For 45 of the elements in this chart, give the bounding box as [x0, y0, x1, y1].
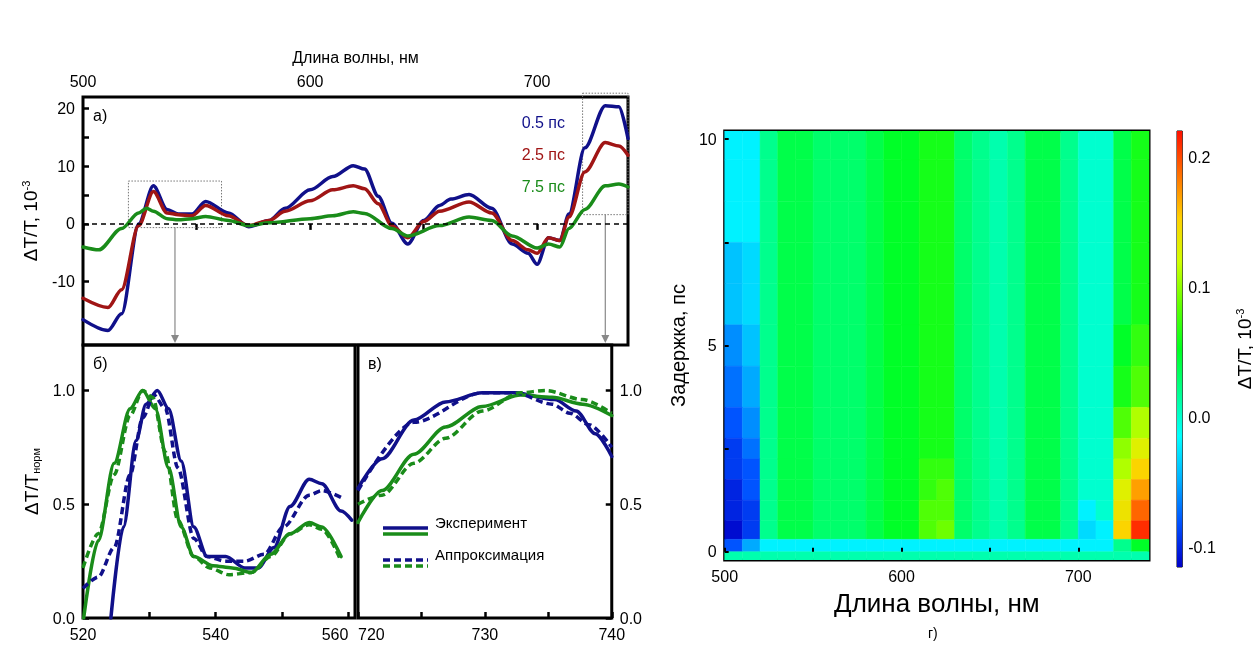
y-tick-label: 0.0 — [52, 609, 76, 627]
x-axis-title: Длина волны, нм — [292, 48, 419, 66]
line-series — [81, 182, 630, 252]
annotation: б) — [93, 354, 108, 372]
y-tick-label: 10 — [57, 157, 76, 175]
x-tick-label: 600 — [296, 72, 324, 90]
color-bar-label: 0.1 — [1188, 278, 1211, 296]
y-tick-label: 1.0 — [52, 382, 76, 399]
x-tick-label: 600 — [888, 567, 915, 585]
legend-label: Эксперимент — [435, 513, 528, 531]
y-tick-label: 0.0 — [619, 609, 643, 627]
y-tick-label: 0 — [707, 543, 717, 561]
y-axis-title: ΔT/Tнорм — [21, 447, 42, 516]
y-tick-label: 20 — [57, 100, 76, 118]
annotation: а) — [93, 106, 108, 124]
annotation: в) — [368, 354, 382, 372]
x-tick-label: 720 — [358, 625, 385, 643]
y-tick-label: 0.5 — [52, 495, 76, 513]
legend-label: Аппроксимация — [435, 545, 545, 563]
color-bar-label: 0.0 — [1188, 408, 1211, 426]
color-bar-label: 0.2 — [1188, 148, 1211, 166]
text: г) — [928, 625, 938, 641]
x-tick-label: 500 — [711, 567, 739, 585]
x-tick-label: 520 — [69, 625, 97, 643]
y-tick-label: 5 — [707, 337, 717, 354]
series-label: 7.5 пс — [521, 177, 566, 195]
x-tick-label: 500 — [69, 72, 97, 90]
x-tick-label: 560 — [321, 625, 349, 643]
x-axis-title: Длина волны, нм — [834, 588, 1040, 618]
series-label: 0.5 пс — [521, 113, 566, 131]
x-tick-label: 740 — [598, 625, 626, 643]
y-axis-title: Задержка, пс — [667, 284, 689, 407]
color-bar-title: ΔT/T, 10-3 — [1233, 308, 1253, 390]
color-bar-label: -0.1 — [1188, 538, 1216, 556]
x-tick-label: 730 — [471, 625, 499, 643]
x-tick-label: 700 — [1064, 567, 1092, 585]
y-axis-title: ΔT/T, 10-3 — [19, 180, 41, 262]
x-tick-label: 540 — [202, 625, 230, 643]
y-tick-label: 10 — [698, 130, 717, 148]
y-tick-label: -10 — [51, 273, 76, 291]
y-tick-label: 0 — [66, 215, 76, 233]
y-tick-label: 0.5 — [619, 495, 643, 513]
y-tick-label: 1.0 — [619, 382, 643, 399]
x-tick-label: 700 — [523, 72, 551, 90]
series-label: 2.5 пс — [521, 145, 566, 163]
